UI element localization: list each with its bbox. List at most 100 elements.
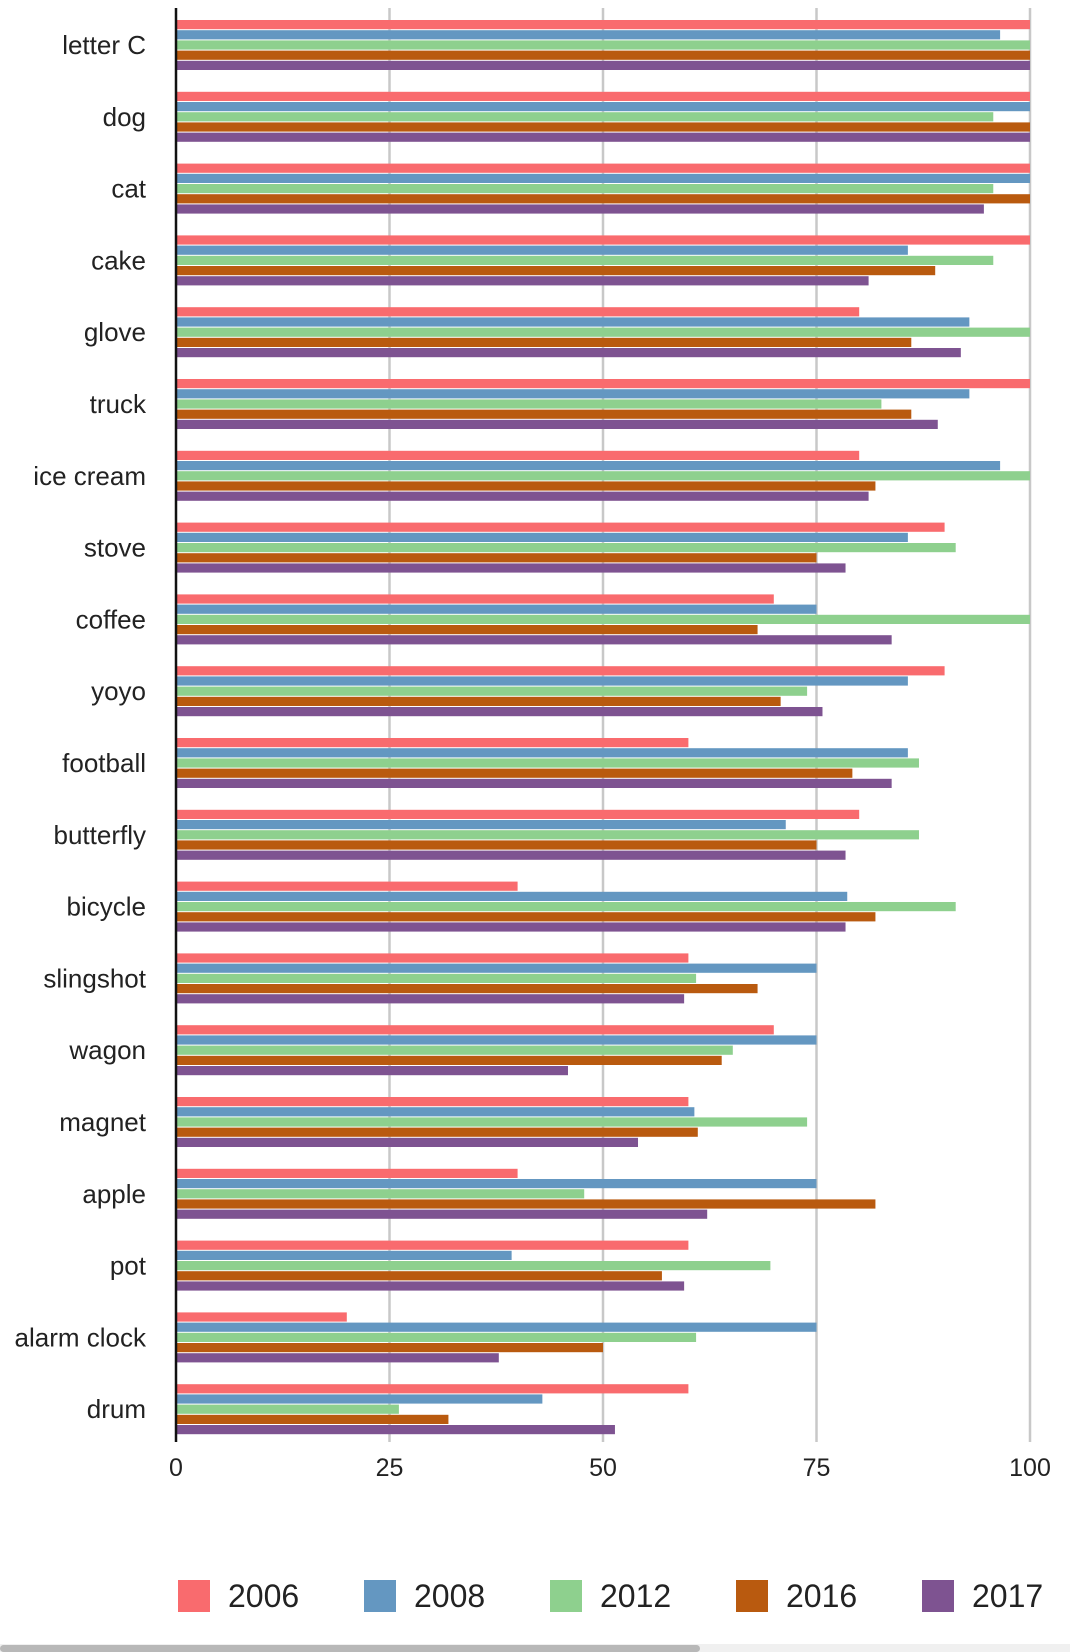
bar-magnet-2008 [176,1107,695,1117]
bar-ice-cream-2017 [176,491,869,501]
bar-coffee-2008 [176,604,817,614]
legend-swatch [364,1580,396,1612]
bar-truck-2012 [176,399,882,409]
bar-cake-2017 [176,276,869,286]
bar-apple-2006 [176,1168,518,1178]
category-label: wagon [68,1035,146,1065]
bar-cake-2008 [176,245,908,255]
bar-alarm-clock-2006 [176,1312,347,1322]
bar-dog-2006 [176,91,1030,101]
bar-wagon-2016 [176,1055,722,1065]
bar-cat-2006 [176,163,1030,173]
bar-slingshot-2016 [176,984,758,994]
bar-pot-2006 [176,1240,689,1250]
bar-bicycle-2012 [176,902,956,912]
bar-pot-2012 [176,1261,771,1271]
bar-slingshot-2012 [176,973,697,983]
bar-truck-2017 [176,419,938,429]
bar-wagon-2008 [176,1035,817,1045]
bar-magnet-2016 [176,1127,698,1137]
bar-yoyo-2017 [176,707,823,717]
legend-swatch [922,1580,954,1612]
bars [176,20,1030,1435]
scrollbar-thumb[interactable] [0,1645,700,1652]
bar-stove-2012 [176,543,956,553]
category-label: pot [110,1251,147,1281]
legend: 2006 2008 2012 2016 2017 [0,1570,1070,1620]
category-label: bicycle [67,892,146,922]
bar-apple-2017 [176,1209,708,1219]
bar-ice-cream-2012 [176,471,1030,481]
bar-ice-cream-2016 [176,481,876,491]
x-tick-label: 75 [803,1454,831,1480]
bar-dog-2012 [176,112,994,122]
bar-letter-C-2008 [176,30,1001,40]
bar-drum-2006 [176,1384,689,1394]
bar-coffee-2017 [176,635,892,645]
category-label: apple [82,1179,146,1209]
bar-apple-2016 [176,1199,876,1209]
bar-slingshot-2006 [176,953,689,963]
bar-alarm-clock-2017 [176,1353,499,1363]
bar-slingshot-2017 [176,994,685,1004]
bar-glove-2012 [176,327,1030,337]
bar-coffee-2006 [176,594,774,604]
category-label: yoyo [91,676,146,706]
category-label: letter C [62,30,146,60]
bar-glove-2008 [176,317,970,327]
bar-stove-2006 [176,522,945,532]
bar-bicycle-2017 [176,922,846,932]
bar-alarm-clock-2016 [176,1343,603,1353]
bar-butterfly-2017 [176,850,846,860]
bar-magnet-2017 [176,1137,639,1147]
bar-ice-cream-2006 [176,450,860,460]
bar-bicycle-2016 [176,912,876,922]
grid-lines [388,8,1032,1442]
category-label: glove [84,317,146,347]
category-label: ice cream [33,461,146,491]
bar-letter-C-2012 [176,40,1030,50]
category-label: drum [87,1394,146,1424]
bar-stove-2016 [176,553,817,563]
bar-cat-2016 [176,194,1030,204]
bar-truck-2006 [176,379,1030,389]
x-tick-label: 0 [169,1454,183,1480]
category-label: coffee [76,604,146,634]
bar-truck-2008 [176,389,970,399]
bar-chart: letter C dog cat cake glove truck ice cream sto… [15,8,1051,1482]
bar-bicycle-2006 [176,881,518,891]
bar-butterfly-2012 [176,830,919,840]
bar-stove-2008 [176,532,908,542]
bar-ice-cream-2008 [176,461,1001,471]
bar-butterfly-2008 [176,820,786,830]
x-tick-label: 25 [376,1454,404,1480]
category-label: slingshot [43,963,146,993]
legend-swatch [736,1580,768,1612]
bar-football-2016 [176,768,853,778]
bar-magnet-2006 [176,1097,689,1107]
category-label: cake [91,245,146,275]
x-tick-labels: 0 25 50 75 100 [169,1454,1051,1482]
bar-yoyo-2006 [176,666,945,676]
category-label: stove [84,533,146,563]
bar-cake-2006 [176,235,1030,245]
bar-cat-2017 [176,204,984,214]
category-label: football [62,748,146,778]
bar-cake-2016 [176,266,936,276]
bar-drum-2008 [176,1394,543,1404]
bar-bicycle-2008 [176,891,848,901]
bar-glove-2017 [176,348,961,358]
bar-wagon-2017 [176,1066,568,1076]
bar-stove-2017 [176,563,846,573]
category-label: cat [111,174,146,204]
bar-apple-2008 [176,1179,817,1189]
bar-cat-2012 [176,184,994,194]
bar-letter-C-2016 [176,50,1030,60]
category-labels: letter C dog cat cake glove truck ice cream sto… [15,30,147,1424]
bar-dog-2017 [176,132,1030,142]
bar-wagon-2012 [176,1045,733,1055]
x-tick-label: 100 [1009,1454,1051,1480]
horizontal-scrollbar[interactable] [0,1644,1070,1652]
bar-yoyo-2012 [176,686,808,696]
